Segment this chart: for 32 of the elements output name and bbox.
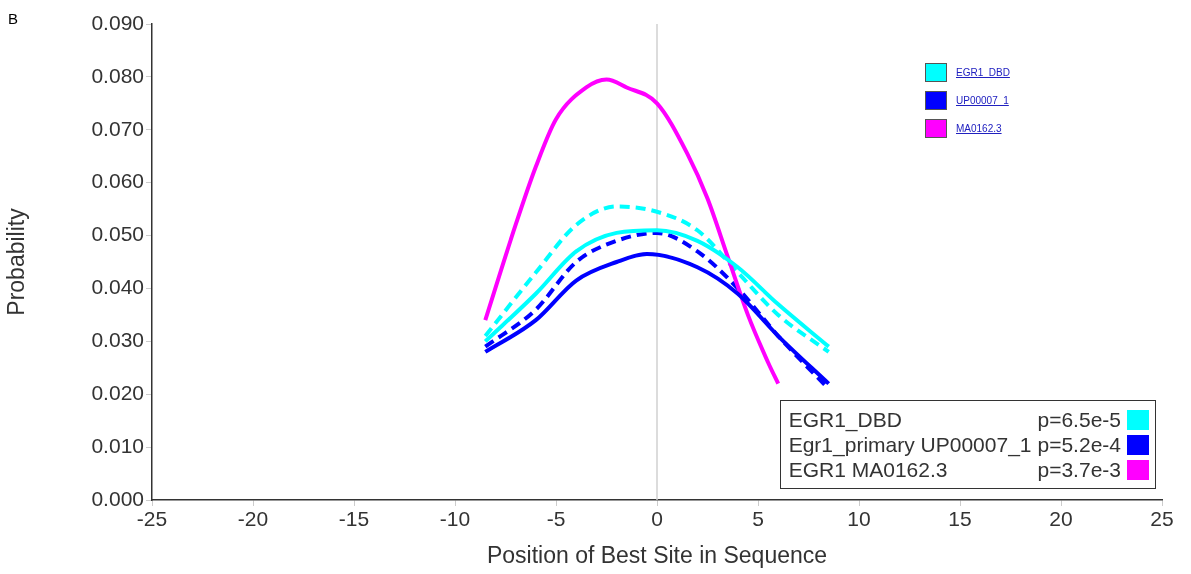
y-axis-title: Probability	[3, 207, 30, 316]
y-tick-label: 0.020	[91, 381, 144, 405]
y-tick-label: 0.040	[91, 275, 144, 299]
x-tick-label: 10	[847, 507, 871, 531]
annotation: EGR1_DBD	[956, 66, 1011, 78]
x-tick-label: 5	[752, 507, 764, 531]
text: B	[8, 10, 19, 27]
x-tick-label: 0	[651, 507, 663, 531]
y-tick-label: 0.000	[91, 486, 144, 510]
y-tick-label: 0.060	[91, 169, 144, 193]
y-tick-label: 0.070	[91, 116, 144, 140]
y-tick-label: 0.010	[91, 433, 144, 457]
text: EGR1 MA0162.3 p=3.7e-3	[788, 458, 1121, 481]
y-tick-label: 0.080	[91, 63, 144, 87]
line-series	[483, 204, 831, 354]
text: EGR1_DBD p=6.5e-5	[788, 408, 1121, 431]
x-tick-label: 15	[948, 507, 972, 531]
x-tick-label: 20	[1049, 507, 1073, 531]
legend-label: Egr1_primary UP00007_1 p=5.2e-4	[788, 432, 1121, 457]
x-tick-label: -10	[439, 507, 471, 531]
x-axis-title: Position of Best Site in Sequence	[486, 541, 828, 568]
x-tick-label: -5	[546, 507, 566, 531]
x-tick-label: -25	[136, 507, 168, 531]
x-tick-label: -15	[338, 507, 370, 531]
y-tick-label: 0.090	[91, 10, 144, 34]
y-tick-label: 0.030	[91, 328, 144, 352]
x-tick-label: -20	[237, 507, 269, 531]
x-tick-label: 25	[1150, 507, 1174, 531]
y-tick-label: 0.050	[91, 222, 144, 246]
annotation: UP00007_1	[956, 94, 1010, 106]
annotation: MA0162.3	[956, 122, 1003, 134]
line-series	[483, 77, 781, 386]
